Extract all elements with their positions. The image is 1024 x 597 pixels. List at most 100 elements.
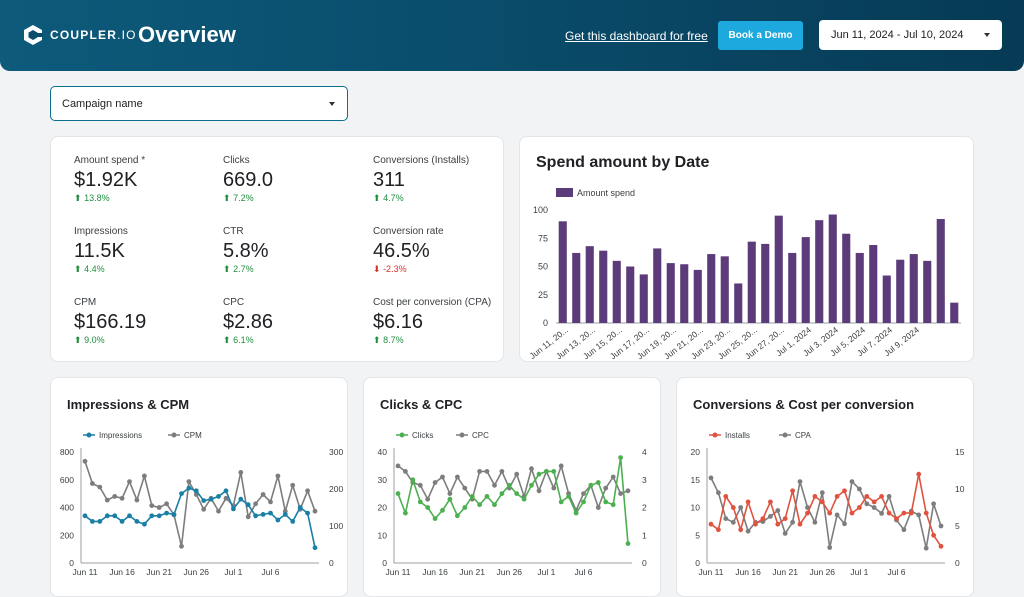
data-point-clicks[interactable]: [558, 499, 564, 505]
data-point-cpc[interactable]: [603, 485, 609, 491]
data-point-clicks[interactable]: [588, 482, 594, 488]
book-demo-button[interactable]: Book a Demo: [718, 21, 803, 50]
data-point-cpa[interactable]: [834, 512, 840, 518]
data-point-cpa[interactable]: [790, 519, 795, 525]
data-point-installs[interactable]: [849, 510, 855, 516]
data-point-impressions[interactable]: [119, 519, 125, 524]
data-point-cpm[interactable]: [97, 484, 103, 490]
data-point-cpc[interactable]: [462, 485, 468, 491]
data-point-clicks[interactable]: [499, 491, 505, 496]
data-point-clicks[interactable]: [573, 510, 579, 516]
bar[interactable]: [774, 215, 783, 323]
data-point-clicks[interactable]: [618, 455, 623, 460]
date-range-picker[interactable]: Jun 11, 2024 - Jul 10, 2024: [819, 20, 1002, 50]
bar[interactable]: [720, 256, 729, 323]
data-point-cpm[interactable]: [260, 492, 266, 497]
data-point-cpm[interactable]: [201, 506, 207, 512]
data-point-cpc[interactable]: [477, 469, 482, 474]
data-point-impressions[interactable]: [90, 519, 95, 524]
data-point-cpm[interactable]: [290, 482, 296, 488]
data-point-impressions[interactable]: [156, 513, 162, 519]
data-point-clicks[interactable]: [551, 469, 557, 474]
data-point-cpa[interactable]: [879, 511, 884, 516]
data-point-clicks[interactable]: [440, 507, 445, 513]
data-point-cpm[interactable]: [90, 481, 95, 486]
data-point-impressions[interactable]: [112, 513, 118, 519]
data-point-cpc[interactable]: [529, 466, 534, 472]
data-point-cpm[interactable]: [238, 470, 244, 475]
data-point-impressions[interactable]: [104, 513, 110, 519]
data-point-installs[interactable]: [938, 543, 944, 549]
data-point-impressions[interactable]: [231, 506, 236, 512]
data-point-installs[interactable]: [901, 510, 907, 516]
data-point-cpm[interactable]: [149, 503, 155, 508]
data-point-clicks[interactable]: [455, 513, 460, 519]
get-dashboard-link[interactable]: Get this dashboard for free: [565, 29, 708, 43]
data-point-clicks[interactable]: [595, 480, 601, 485]
data-point-clicks[interactable]: [432, 516, 438, 521]
campaign-name-filter[interactable]: Campaign name: [50, 86, 348, 121]
data-point-installs[interactable]: [760, 516, 766, 521]
data-point-impressions[interactable]: [149, 513, 155, 519]
data-point-installs[interactable]: [775, 521, 781, 527]
bar[interactable]: [801, 237, 810, 323]
data-point-impressions[interactable]: [290, 519, 296, 524]
data-point-installs[interactable]: [797, 521, 803, 527]
data-point-impressions[interactable]: [142, 521, 147, 527]
data-point-clicks[interactable]: [492, 502, 497, 508]
data-point-clicks[interactable]: [462, 505, 468, 510]
data-point-installs[interactable]: [834, 494, 840, 499]
data-point-clicks[interactable]: [469, 494, 475, 499]
data-point-installs[interactable]: [768, 499, 773, 505]
data-point-cpm[interactable]: [245, 514, 251, 520]
data-point-cpm[interactable]: [127, 479, 132, 484]
data-point-cpa[interactable]: [864, 501, 870, 507]
data-point-impressions[interactable]: [208, 496, 214, 502]
data-point-cpc[interactable]: [610, 474, 616, 480]
data-point-impressions[interactable]: [97, 519, 103, 524]
data-point-installs[interactable]: [931, 532, 936, 538]
data-point-installs[interactable]: [857, 505, 862, 510]
data-point-impressions[interactable]: [171, 512, 177, 517]
data-point-cpc[interactable]: [492, 482, 497, 488]
bar[interactable]: [815, 220, 824, 323]
data-point-cpm[interactable]: [104, 497, 110, 503]
data-point-cpc[interactable]: [484, 469, 490, 474]
data-point-impressions[interactable]: [253, 513, 258, 519]
data-point-cpm[interactable]: [305, 488, 310, 494]
data-point-installs[interactable]: [923, 510, 929, 516]
data-point-cpa[interactable]: [745, 528, 751, 534]
data-point-cpa[interactable]: [849, 479, 855, 484]
data-point-cpa[interactable]: [916, 512, 922, 518]
data-point-installs[interactable]: [708, 521, 714, 527]
data-point-cpc[interactable]: [625, 488, 631, 494]
data-point-impressions[interactable]: [268, 510, 273, 516]
data-point-cpm[interactable]: [179, 543, 184, 549]
data-point-impressions[interactable]: [238, 496, 244, 502]
data-point-cpc[interactable]: [395, 463, 401, 469]
data-point-cpc[interactable]: [536, 488, 542, 494]
data-point-clicks[interactable]: [544, 469, 549, 474]
data-point-installs[interactable]: [753, 521, 758, 527]
data-point-cpa[interactable]: [775, 508, 781, 513]
data-point-impressions[interactable]: [179, 491, 184, 496]
data-point-clicks[interactable]: [417, 499, 423, 505]
data-point-clicks[interactable]: [484, 494, 490, 499]
bar[interactable]: [882, 275, 891, 323]
data-point-impressions[interactable]: [134, 519, 140, 524]
data-point-clicks[interactable]: [529, 482, 534, 488]
data-point-cpa[interactable]: [923, 545, 929, 551]
data-point-installs[interactable]: [894, 516, 899, 521]
data-point-cpm[interactable]: [275, 473, 281, 479]
bar[interactable]: [788, 252, 797, 323]
data-point-cpm[interactable]: [186, 479, 192, 484]
data-point-clicks[interactable]: [521, 496, 527, 502]
data-point-cpa[interactable]: [857, 486, 862, 492]
data-point-clicks[interactable]: [477, 502, 482, 508]
data-point-cpm[interactable]: [164, 501, 169, 507]
data-point-impressions[interactable]: [297, 505, 303, 510]
data-point-installs[interactable]: [864, 494, 870, 499]
data-point-cpa[interactable]: [716, 490, 721, 496]
data-point-cpa[interactable]: [931, 501, 936, 507]
bar[interactable]: [828, 214, 837, 323]
